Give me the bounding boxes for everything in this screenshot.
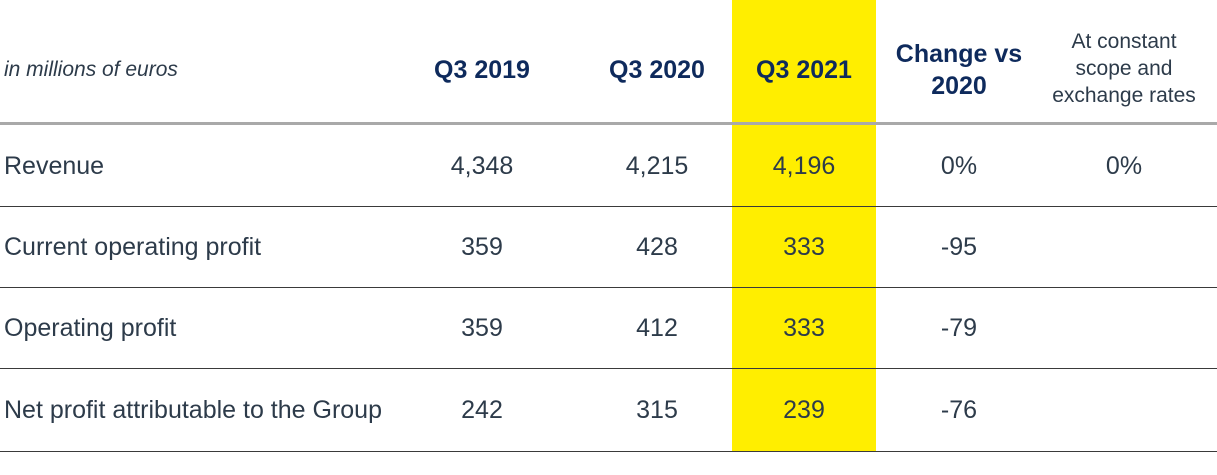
table-cell xyxy=(1052,207,1196,287)
header-divider xyxy=(0,122,1217,125)
table-cell: 359 xyxy=(461,232,503,261)
column-header-q3-2020: Q3 2020 xyxy=(609,55,705,84)
table-cell: 333 xyxy=(783,232,825,261)
table-cell: -95 xyxy=(940,232,978,261)
table-cell: 4,215 xyxy=(625,151,689,180)
row-divider xyxy=(0,206,1217,207)
row-label-net-profit-group: Net profit attributable to the Group xyxy=(4,396,382,424)
row-divider xyxy=(0,368,1217,369)
table-cell: 0% xyxy=(940,151,978,180)
table-cell: 0% xyxy=(1105,151,1143,180)
table-cell: -79 xyxy=(940,313,978,342)
table-cell: 4,348 xyxy=(450,151,514,180)
row-label-operating-profit: Operating profit xyxy=(4,313,177,342)
column-header-constant-scope: At constant scope and exchange rates xyxy=(1052,29,1196,107)
table-cell: 239 xyxy=(783,396,825,424)
table-cell: 4,196 xyxy=(772,151,836,180)
column-header-q3-2019: Q3 2019 xyxy=(434,55,530,84)
table-cell xyxy=(1052,288,1196,368)
row-divider xyxy=(0,287,1217,288)
column-header-q3-2021: Q3 2021 xyxy=(756,55,852,84)
row-label-revenue: Revenue xyxy=(4,151,105,180)
table-cell xyxy=(1052,369,1196,452)
table-cell: 242 xyxy=(461,396,503,424)
column-header-change-vs-2020: Change vs 2020 xyxy=(895,40,1023,100)
table-cell: 315 xyxy=(636,396,678,424)
unit-label: in millions of euros xyxy=(4,58,178,81)
table-cell: -76 xyxy=(940,396,978,424)
table-cell: 359 xyxy=(461,313,503,342)
table-cell: 333 xyxy=(783,313,825,342)
table-cell: 428 xyxy=(636,232,678,261)
highlighted-column-q3-2021 xyxy=(732,0,876,452)
row-label-current-operating-profit: Current operating profit xyxy=(4,232,262,261)
row-divider xyxy=(0,451,1217,452)
table-cell: 412 xyxy=(636,313,678,342)
